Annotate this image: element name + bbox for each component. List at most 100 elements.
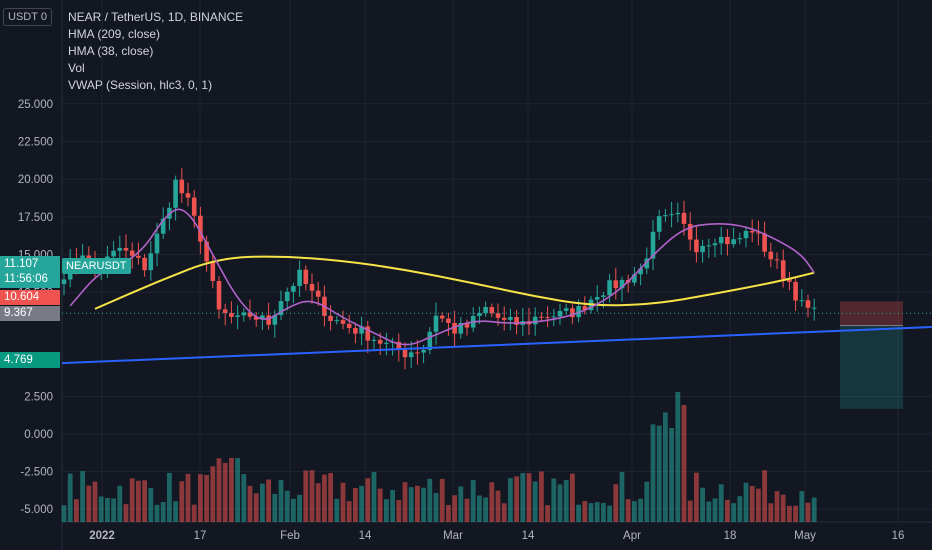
volume-bar — [340, 482, 346, 522]
candle-body — [514, 316, 519, 325]
candle-body — [272, 315, 278, 325]
volume-bar — [408, 487, 414, 522]
candle-body — [787, 278, 792, 282]
volume-bar — [749, 485, 755, 522]
volume-bar — [563, 479, 569, 522]
indicator-hma-38[interactable]: HMA (38, close) — [68, 44, 154, 58]
candle-body — [718, 236, 724, 244]
candle-body — [539, 316, 544, 318]
time-tick-label: May — [794, 530, 816, 542]
volume-bar — [415, 485, 420, 522]
candle-body — [365, 326, 371, 341]
volume-bar — [266, 479, 271, 522]
volume-bar — [353, 488, 358, 522]
candle-body — [774, 259, 780, 261]
candle-body — [743, 230, 749, 239]
candle-body — [260, 315, 265, 320]
volume-bar — [650, 424, 656, 522]
volume-bar — [681, 404, 687, 522]
currency-label: USDT — [8, 11, 38, 23]
volume-bar — [439, 478, 445, 522]
volume-bar — [694, 472, 699, 522]
volume-bar — [191, 504, 197, 522]
candle-body — [154, 233, 160, 254]
volume-bar — [303, 470, 309, 522]
volume-bar — [464, 498, 470, 522]
candle-body — [576, 306, 581, 318]
volume-bar — [210, 466, 216, 522]
volume-bar — [532, 481, 538, 522]
candle-body — [185, 193, 191, 198]
volume-bar — [222, 462, 228, 522]
volume-bar — [80, 471, 85, 522]
candle-body — [198, 215, 203, 242]
volume-bar — [315, 483, 321, 522]
candle-body — [632, 274, 637, 283]
candle-body — [700, 245, 705, 253]
volume-bar — [458, 486, 464, 522]
time-tick-label: 18 — [724, 530, 737, 542]
candle-body — [415, 352, 420, 354]
volume-bar — [278, 479, 284, 522]
volume-bar — [787, 505, 792, 522]
volume-bar — [470, 479, 476, 522]
volume-bar — [514, 476, 519, 522]
volume-bar — [136, 480, 141, 522]
candle-body — [545, 316, 550, 318]
indicator-volume[interactable]: Vol — [68, 61, 85, 75]
volume-bar — [390, 489, 395, 522]
candle-body — [613, 280, 619, 289]
candle-body — [483, 307, 488, 314]
indicator-hma-209[interactable]: HMA (209, close) — [68, 27, 161, 41]
volume-bar — [594, 502, 600, 522]
volume-bar — [260, 483, 265, 522]
candle-body — [427, 331, 433, 350]
indicator-vwap[interactable]: VWAP (Session, hlc3, 0, 1) — [68, 78, 213, 92]
candle-body — [495, 313, 501, 318]
candle-body — [148, 253, 154, 271]
candle-body — [111, 250, 116, 257]
candle-body — [805, 300, 811, 308]
volume-bar — [61, 505, 67, 522]
volume-bar — [67, 473, 73, 522]
candle-body — [737, 238, 743, 240]
candle-body — [61, 279, 67, 285]
volume-bar — [185, 473, 191, 522]
volume-bar — [377, 488, 383, 522]
volume-bar — [737, 496, 743, 522]
candle-body — [408, 352, 414, 358]
volume-bar — [384, 499, 389, 522]
volume-bar — [129, 478, 135, 522]
candle-body — [315, 290, 321, 297]
candle-body — [681, 212, 687, 224]
candle-body — [297, 269, 302, 287]
candle-body — [557, 310, 563, 317]
candle-body — [123, 247, 129, 251]
candle-body — [768, 251, 774, 260]
candle-body — [687, 223, 693, 240]
volume-bar — [780, 494, 786, 522]
candle-body — [501, 317, 507, 320]
volume-bar — [452, 495, 457, 522]
candle-body — [86, 255, 92, 259]
last-price-tag: 11.107 11:56:06 — [0, 256, 60, 288]
volume-bar — [805, 502, 811, 522]
currency-selector[interactable]: USDT 0 — [3, 8, 52, 26]
volume-bar — [105, 497, 110, 522]
volume-bar — [98, 496, 104, 522]
volume-bar — [123, 504, 129, 522]
volume-bar — [446, 505, 451, 522]
hma-38-line — [69, 208, 815, 346]
candle-body — [210, 261, 216, 282]
candle-body — [377, 339, 383, 344]
candle-body — [421, 349, 426, 353]
candle-body — [303, 269, 309, 284]
volume-bar — [588, 503, 594, 522]
volume-bar — [86, 485, 92, 522]
last-price-value: 11.107 — [4, 258, 39, 270]
volume-bar — [229, 457, 234, 522]
volume-bar — [235, 458, 240, 522]
volume-bar — [718, 484, 724, 522]
